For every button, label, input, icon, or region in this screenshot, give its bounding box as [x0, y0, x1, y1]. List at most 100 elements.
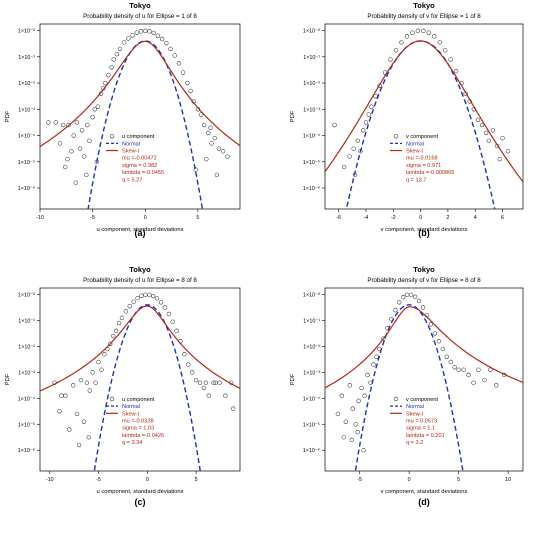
y-tick-label: 1×10⁻⁵: [303, 160, 320, 166]
data-point: [343, 419, 348, 424]
data-point: [361, 128, 366, 133]
data-point: [424, 313, 430, 318]
data-point: [351, 146, 356, 151]
data-point: [459, 80, 464, 86]
data-point: [197, 380, 203, 385]
legend-param: sigma = 0.982: [122, 163, 157, 169]
legend-label: u component: [122, 134, 155, 140]
y-axis-label: PDF: [5, 373, 11, 385]
data-point: [350, 406, 355, 411]
legend-label: Normal: [122, 141, 140, 147]
data-point: [209, 141, 214, 146]
data-point: [74, 120, 80, 125]
data-point: [201, 385, 207, 391]
data-point: [490, 128, 496, 133]
data-point: [138, 29, 144, 34]
plot-frame: [39, 23, 241, 210]
data-point: [143, 28, 148, 33]
chart-panel-4: Tokyo Probability density of v for Ellips…: [290, 265, 524, 507]
data-point: [416, 298, 422, 304]
data-point: [66, 122, 71, 128]
plot-frame: [324, 287, 524, 472]
legend-marker-points: [393, 133, 399, 139]
data-point: [185, 80, 190, 86]
data-point: [59, 393, 64, 398]
legend-marker-points: [109, 133, 115, 139]
data-point: [382, 70, 388, 75]
legend-marker-points: [109, 396, 115, 402]
data-point: [442, 48, 448, 53]
data-point: [399, 40, 404, 45]
data-point: [96, 359, 101, 365]
data-point: [349, 437, 354, 443]
legend-marker-points: [393, 396, 399, 402]
data-point: [190, 370, 195, 375]
legend-param: sigma = 1.1: [406, 426, 435, 432]
legend-param: lambda = 0.201: [406, 433, 445, 439]
data-point: [168, 46, 173, 52]
data-point: [191, 99, 196, 104]
y-tick-label: 1×10⁻¹: [18, 318, 35, 324]
y-tick-label: 1×10⁻⁴: [18, 396, 36, 402]
data-point: [335, 411, 341, 417]
data-point: [127, 303, 132, 309]
data-point: [347, 383, 352, 388]
y-tick-label: 1×10⁻¹: [303, 318, 320, 324]
skew-t-curve: [40, 305, 240, 392]
data-point: [57, 409, 62, 414]
data-point: [500, 135, 505, 141]
x-tick-label: -10: [46, 477, 54, 483]
data-point: [105, 346, 110, 352]
data-point: [213, 380, 218, 385]
panel-label: (c): [135, 497, 146, 507]
data-point: [374, 354, 379, 359]
data-point: [65, 156, 70, 162]
y-tick-label: 1×10⁻⁵: [303, 422, 320, 428]
data-point: [103, 80, 108, 86]
legend-label: Skew-t: [122, 411, 140, 417]
data-point: [432, 331, 438, 336]
data-point: [467, 99, 472, 104]
data-point: [363, 120, 369, 125]
chart-title: Tokyo: [129, 1, 151, 10]
data-point: [356, 398, 361, 404]
data-point: [505, 149, 511, 154]
data-point: [87, 388, 92, 393]
data-point: [186, 362, 191, 367]
y-tick-label: 1×10⁻⁰: [303, 29, 320, 35]
data-point: [93, 380, 98, 385]
data-point: [463, 91, 468, 96]
data-point: [206, 130, 211, 136]
data-point: [78, 377, 84, 383]
data-point: [497, 156, 502, 162]
data-point: [84, 380, 90, 385]
data-point: [216, 146, 222, 151]
data-point: [52, 380, 57, 385]
x-tick-label: -4: [364, 215, 369, 221]
x-tick-label: -2: [391, 215, 396, 221]
data-point: [412, 294, 418, 300]
legend-label: Skew-t: [122, 149, 140, 155]
data-point: [371, 362, 376, 367]
y-tick-label: 1×10⁻¹: [303, 55, 320, 61]
x-tick-label: 4: [474, 215, 477, 221]
y-tick-label: 1×10⁻²: [303, 344, 320, 350]
data-point: [437, 40, 442, 45]
data-point: [193, 167, 198, 172]
data-point: [332, 122, 337, 128]
data-point: [119, 315, 125, 321]
data-point: [135, 295, 140, 301]
data-point: [401, 294, 406, 300]
y-tick-label: 1×10⁻⁴: [18, 134, 36, 140]
data-point: [84, 172, 89, 178]
data-point: [456, 367, 461, 372]
y-tick-label: 1×10⁻³: [303, 370, 320, 376]
legend-label: Normal: [122, 404, 140, 410]
normal-curve: [93, 304, 201, 471]
data-point: [369, 104, 374, 109]
y-tick-label: 1×10⁻⁰: [303, 292, 320, 298]
plot-frame: [324, 23, 524, 210]
data-point: [92, 107, 97, 112]
